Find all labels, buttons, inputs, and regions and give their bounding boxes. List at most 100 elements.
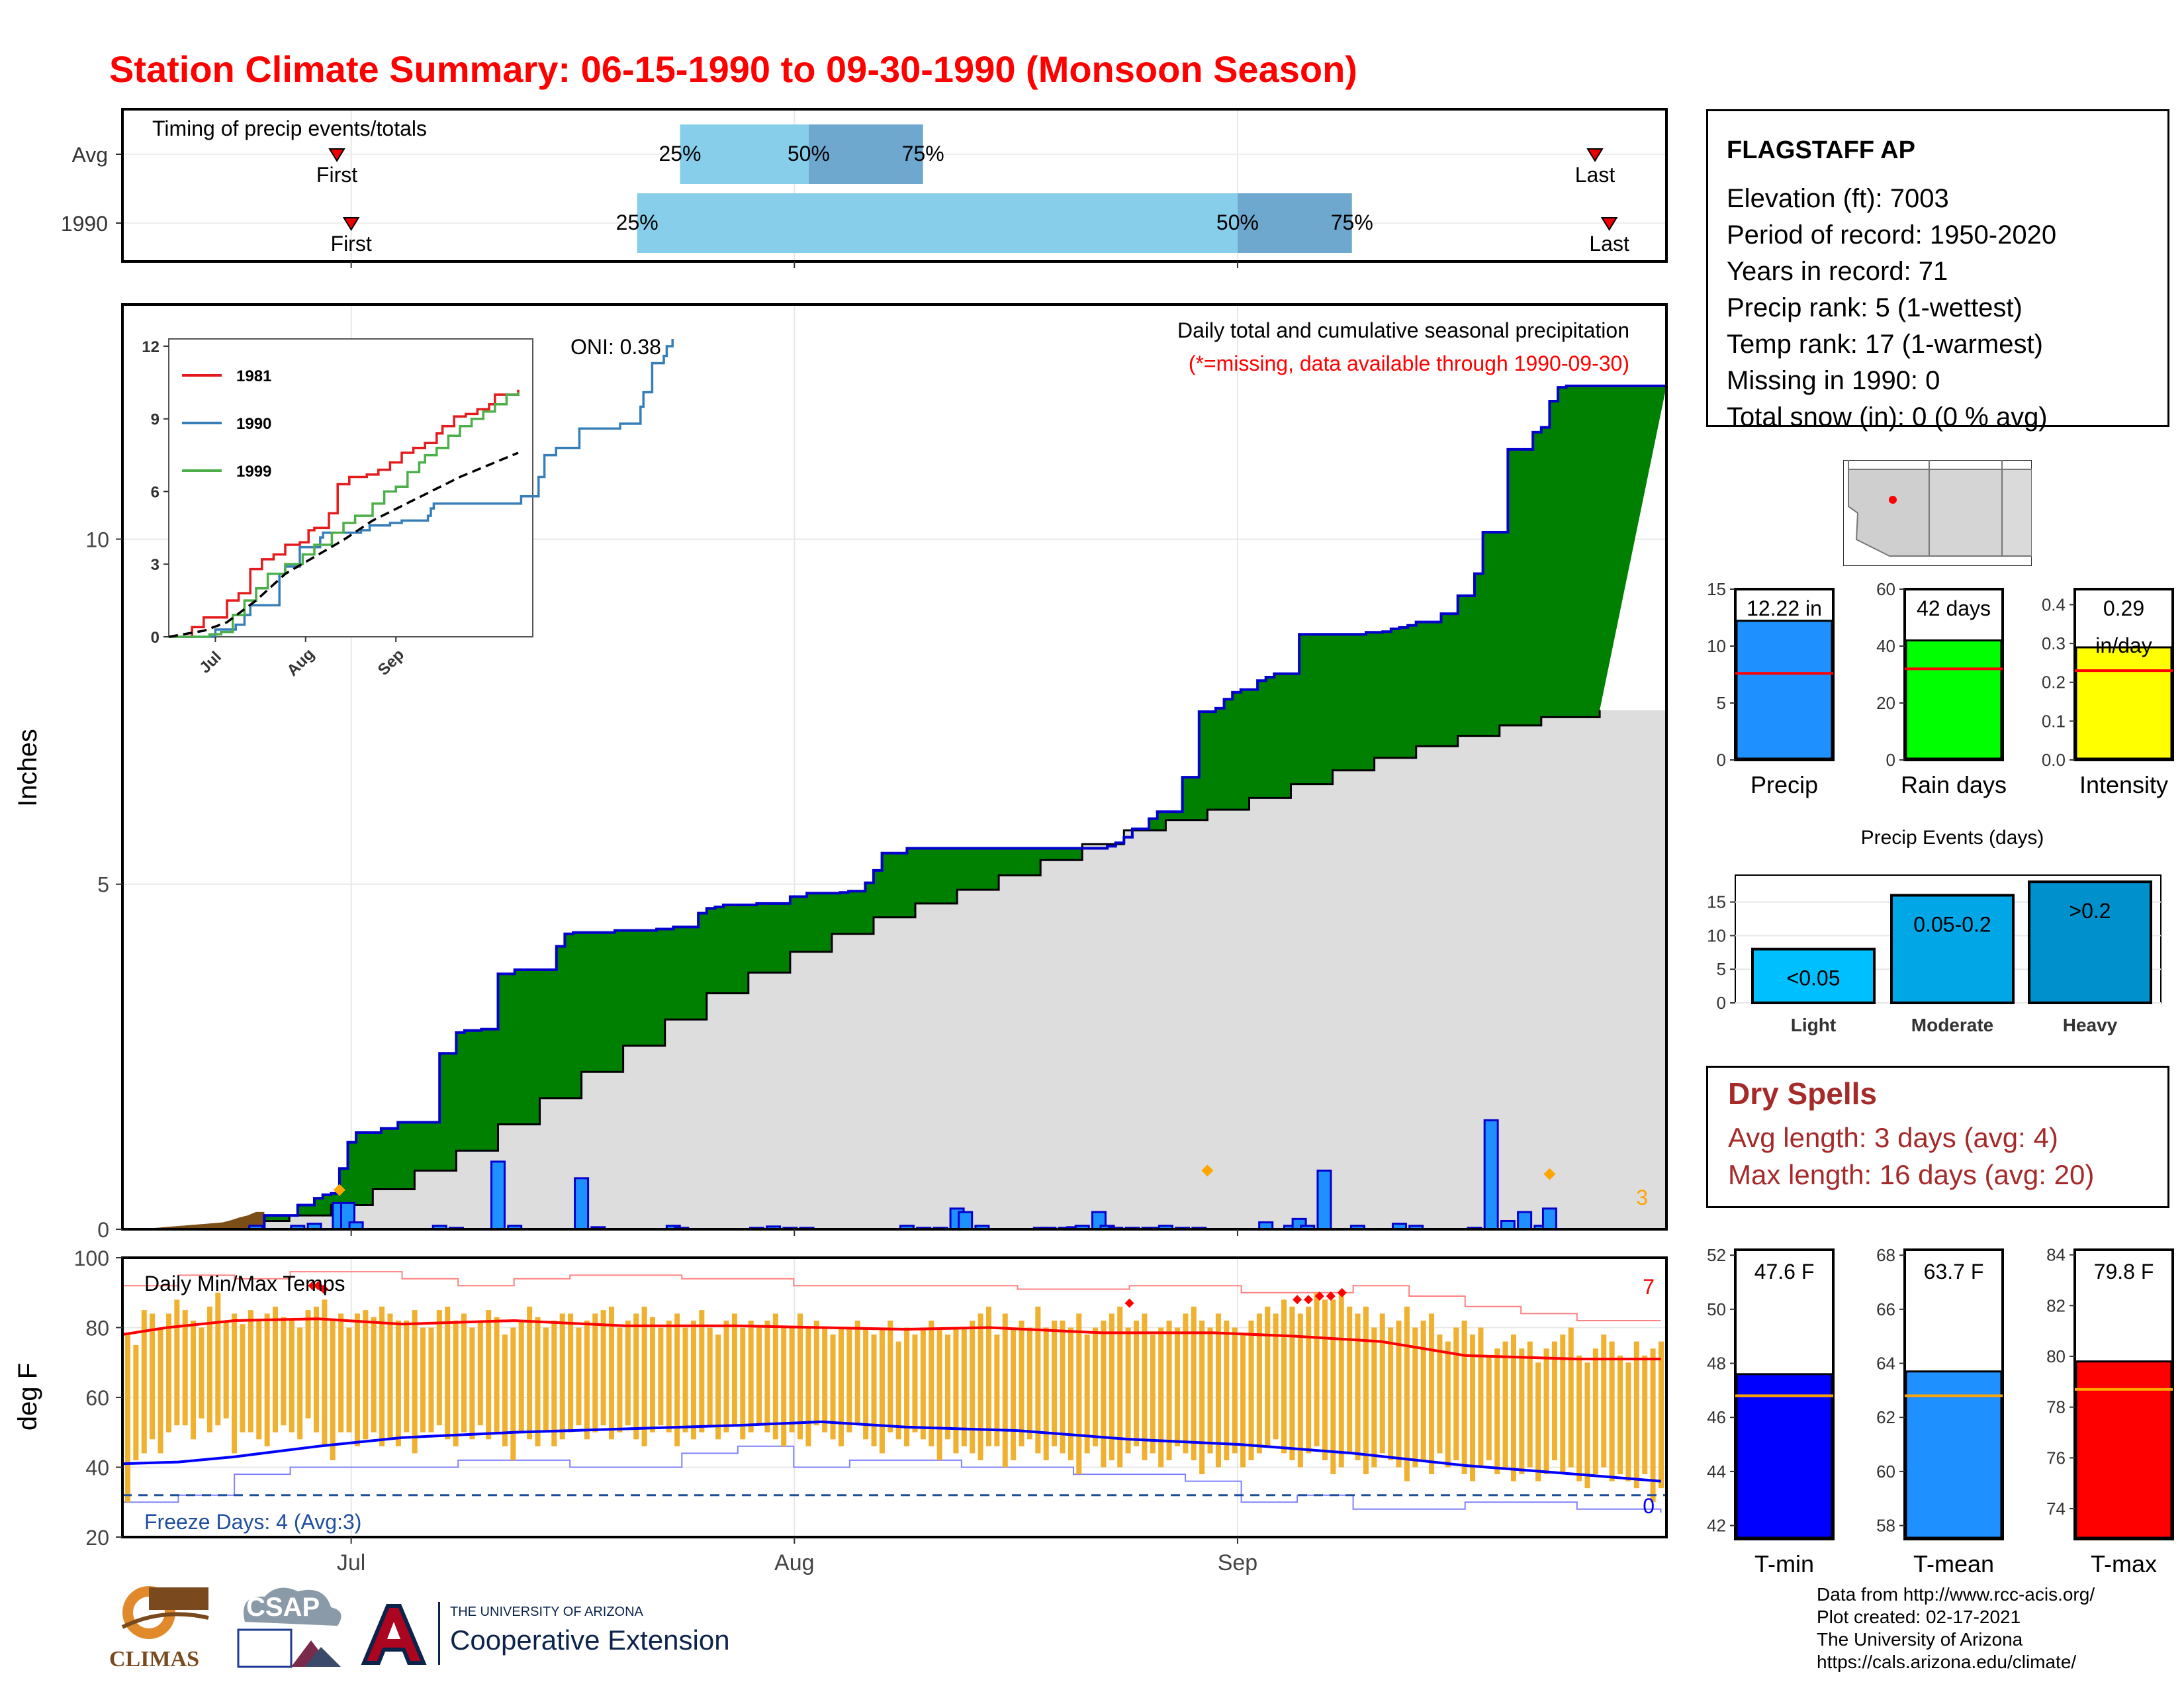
first-event-marker — [328, 148, 345, 162]
daily-temp-bar — [371, 1317, 377, 1432]
daily-temp-bar — [206, 1306, 212, 1432]
daily-temp-bar — [1355, 1313, 1361, 1460]
summary-precip-label: Precip — [1751, 771, 1818, 798]
daily-temp-bar — [420, 1327, 426, 1432]
daily-temp-bar — [1191, 1306, 1197, 1460]
daily-temp-bar — [338, 1313, 344, 1432]
inset-legend-label: 1990 — [236, 415, 271, 433]
daily-temp-bar — [584, 1320, 590, 1440]
inset-y-tick-label: 12 — [142, 338, 159, 356]
inset-series-line — [169, 392, 520, 638]
summary-temp-y-tick-label: 74 — [2046, 1499, 2066, 1519]
summary-precip-y-tick-label: 5 — [1717, 693, 1726, 713]
record-low-count: 0 — [1643, 1494, 1655, 1518]
daily-temp-bar — [232, 1313, 238, 1454]
daily-temp-bar — [756, 1327, 762, 1426]
cumulative-1990-line — [122, 385, 1666, 1231]
ua-a-icon — [361, 1604, 427, 1665]
inset-avg-line — [168, 451, 519, 638]
summary-temp-y-tick-label: 68 — [1876, 1245, 1895, 1265]
precip-y-tick-label: 10 — [85, 528, 109, 551]
summary-precip-y-tick-label: 0.0 — [2042, 750, 2066, 770]
csap-logo-mark — [237, 1587, 341, 1668]
daily-temp-bar — [731, 1313, 737, 1426]
daily-temp-bar — [223, 1320, 229, 1419]
station-info-box: FLAGSTAFF AP Elevation (ft): 7003 Period… — [1706, 109, 2169, 432]
daily-temp-bar — [174, 1299, 180, 1426]
daily-temp-bar — [469, 1327, 475, 1440]
daily-temp-bar — [346, 1327, 352, 1432]
daily-temp-bar — [165, 1313, 171, 1432]
summary-precip-y-tick-label: 0.4 — [2042, 594, 2066, 614]
record-high-marker — [1124, 1298, 1134, 1308]
daily-temp-bar — [1134, 1320, 1140, 1446]
events-bar-label: <0.05 — [1787, 966, 1841, 990]
daily-temp-bar — [1306, 1306, 1312, 1454]
daily-temp-bar — [322, 1299, 328, 1446]
daily-temp-bar — [1240, 1335, 1246, 1468]
inset-legend-label: 1981 — [236, 367, 271, 385]
daily-record-marker — [1201, 1164, 1214, 1177]
daily-temp-bar — [1642, 1355, 1648, 1475]
daily-temp-bar — [264, 1313, 270, 1446]
daily-temp-bar — [486, 1310, 492, 1440]
daily-temp-bar — [985, 1306, 991, 1446]
daily-temp-bar — [1633, 1341, 1639, 1489]
summary-temp-y-tick-label: 44 — [1707, 1462, 1726, 1481]
climas-logo-text: CLIMAS — [109, 1647, 200, 1671]
record-low-line — [122, 1445, 1662, 1513]
daily-temp-bar — [904, 1327, 910, 1446]
events-bar — [1751, 947, 1876, 1004]
daily-temp-bar — [1330, 1299, 1336, 1475]
timing-p25-label: 25% — [659, 142, 701, 165]
climas-logo: CLIMAS — [109, 1581, 215, 1673]
summary-precip-label: Intensity — [2079, 771, 2168, 798]
daily-temp-bar — [1543, 1348, 1549, 1475]
last-event-marker — [1586, 148, 1604, 162]
daily-record-marker — [333, 1184, 345, 1196]
daily-temp-bar — [978, 1313, 983, 1460]
daily-temp-bar — [674, 1313, 680, 1446]
temp-y-axis-label: deg F — [13, 1363, 42, 1430]
record-high-marker — [1337, 1288, 1347, 1297]
daily-temp-bar — [690, 1320, 696, 1440]
daily-temp-bar — [1052, 1320, 1058, 1446]
summary-temp-y-tick-label: 80 — [2046, 1346, 2066, 1366]
daily-temp-bar — [970, 1320, 976, 1454]
summary-precip-label: Rain days — [1901, 771, 2007, 798]
timing-q1-bar — [637, 193, 1238, 253]
summary-temp-bar — [1905, 1370, 2003, 1539]
daily-temp-bar — [1535, 1362, 1541, 1481]
daily-temp-bar — [133, 1344, 139, 1460]
daily-temp-bar — [1084, 1335, 1090, 1454]
timing-p50-label: 50% — [1216, 211, 1259, 234]
precip-y-tick-label: 0 — [97, 1218, 109, 1242]
daily-temp-bar — [1101, 1320, 1107, 1468]
daily-temp-bar — [789, 1327, 795, 1432]
timing-last-label: Last — [1589, 232, 1629, 256]
daily-temp-bar — [879, 1327, 885, 1454]
timing-first-label: First — [316, 163, 357, 187]
station-years: Years in record: 71 — [1727, 257, 1948, 286]
summary-precip-y-tick-label: 40 — [1876, 636, 1895, 656]
daily-temp-bar — [1584, 1362, 1590, 1489]
summary-precip-value: 0.29 — [2103, 596, 2144, 620]
daily-temp-bar — [953, 1327, 959, 1454]
station-precip-rank: Precip rank: 5 (1-wettest) — [1727, 293, 2023, 322]
daily-temp-bar — [1265, 1306, 1271, 1446]
events-bar-label: >0.2 — [2069, 899, 2111, 923]
summary-precip-y-tick-label: 0 — [1717, 750, 1726, 770]
summary-temp-value: 79.8 F — [2094, 1260, 2154, 1284]
summary-precip-value: 42 days — [1917, 596, 1991, 620]
daily-temp-bar — [617, 1327, 623, 1432]
daily-temp-bar — [723, 1320, 729, 1432]
freeze-days-label: Freeze Days: 4 (Avg:3) — [144, 1510, 361, 1534]
daily-temp-bar — [1019, 1320, 1024, 1446]
daily-temp-bar — [781, 1327, 787, 1446]
daily-temp-bar — [1338, 1292, 1344, 1468]
daily-temp-bar — [1060, 1320, 1066, 1454]
daily-temp-bar — [715, 1335, 721, 1440]
dry-spells-heading: Dry Spells — [1728, 1076, 1877, 1111]
daily-temp-bar — [641, 1306, 647, 1446]
